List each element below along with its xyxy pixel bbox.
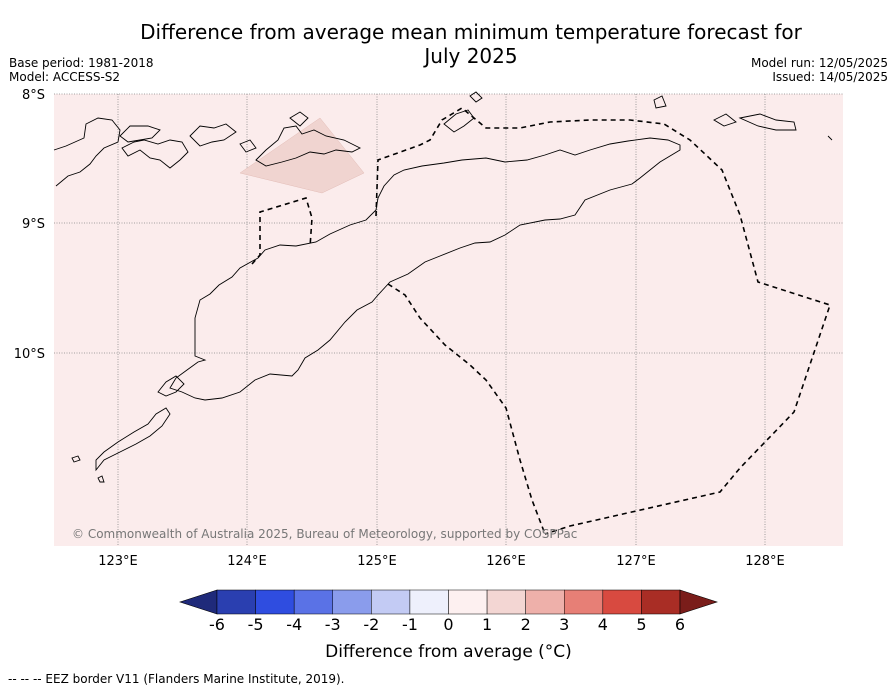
coastline-timor [169,137,681,401]
colorbar-tick-label: -2 [363,615,379,634]
coastline-rote [157,375,185,397]
colorbar-segment [332,589,372,615]
colorbar-tick-label: -5 [248,615,264,634]
coastline-islet-9 [97,475,105,483]
copyright-text: © Commonwealth of Australia 2025, Bureau… [72,527,577,541]
map-panel [54,94,843,546]
lon-label: 125°E [357,554,397,569]
eez-border-oecusse [251,197,313,265]
colorbar: -6 -5 -4 -3 -2 -1 0 1 2 3 4 5 6 [179,589,718,634]
colorbar-tick-label: -1 [402,615,418,634]
coastline-flores-east [53,117,121,187]
lon-label: 127°E [616,554,656,569]
colorbar-segment [641,589,681,615]
title-line-2: July 2025 [424,44,518,68]
colorbar-tick-label: 1 [482,615,492,634]
coastline-alor [255,125,362,167]
coastline-islet-1 [289,111,309,127]
colorbar-tick-label: -3 [325,615,341,634]
coastline-islet-5 [713,113,737,127]
map-title: Difference from average mean minimum tem… [110,20,832,68]
lon-label: 128°E [745,554,785,569]
meta-left: Base period: 1981-2018 Model: ACCESS-S2 [9,56,154,84]
colorbar-label: Difference from average (°C) [325,642,572,662]
coastline-islet-6 [738,113,797,131]
colorbar-extend-low [179,589,218,615]
coastline-sw-island [95,407,171,472]
meta-right: Model run: 12/05/2025 Issued: 14/05/2025 [751,56,888,84]
colorbar-segment [448,589,488,615]
coastline-islet-4 [653,95,667,109]
colorbar-segment [486,589,526,615]
colorbar-tick-label: -6 [209,615,225,634]
colorbar-segment [525,589,565,615]
colorbar-segment [602,589,642,615]
coastline-island-a [121,139,189,169]
eez-border-north [375,107,832,535]
colorbar-segment [371,589,411,615]
lon-label: 126°E [486,554,526,569]
colorbar-tick-label: 4 [598,615,608,634]
model-run: Model run: 12/05/2025 [750,56,888,70]
colorbar-extend-high [679,589,718,615]
colorbar-tick-label: 2 [521,615,531,634]
colorbar-segment [216,589,256,615]
eez-borders [251,107,832,535]
colorbar-tick-label: 0 [443,615,453,634]
coastlines [53,91,833,483]
coastline-islet-2 [239,139,257,153]
model-name: Model: ACCESS-S2 [9,70,121,84]
colorbar-tick-label: -4 [286,615,302,634]
issued-date: Issued: 14/05/2025 [772,70,888,84]
coastline-islet-7 [827,135,833,141]
colorbar-segment [564,589,604,615]
title-line-1: Difference from average mean minimum tem… [140,20,802,44]
eez-border-south [387,283,546,535]
colorbar-tick-label: 6 [675,615,685,634]
coastline-islet-3 [469,91,483,103]
lat-label: 9°S [22,217,45,232]
coastline-island-c [189,123,237,147]
colorbar-tick-label: 5 [636,615,646,634]
colorbar-tick-label: 3 [559,615,569,634]
lat-label: 8°S [22,88,45,103]
coastline-island-b [119,125,161,143]
lon-label: 124°E [227,554,267,569]
colorbar-segment [293,589,333,615]
lat-label: 10°S [14,347,45,362]
eez-footnote: -- -- -- EEZ border V11 (Flanders Marine… [8,672,345,686]
coastline-islet-8 [71,455,81,463]
lon-label: 123°E [98,554,138,569]
base-period: Base period: 1981-2018 [9,56,154,70]
colorbar-segment [409,589,449,615]
colorbar-segment [255,589,295,615]
